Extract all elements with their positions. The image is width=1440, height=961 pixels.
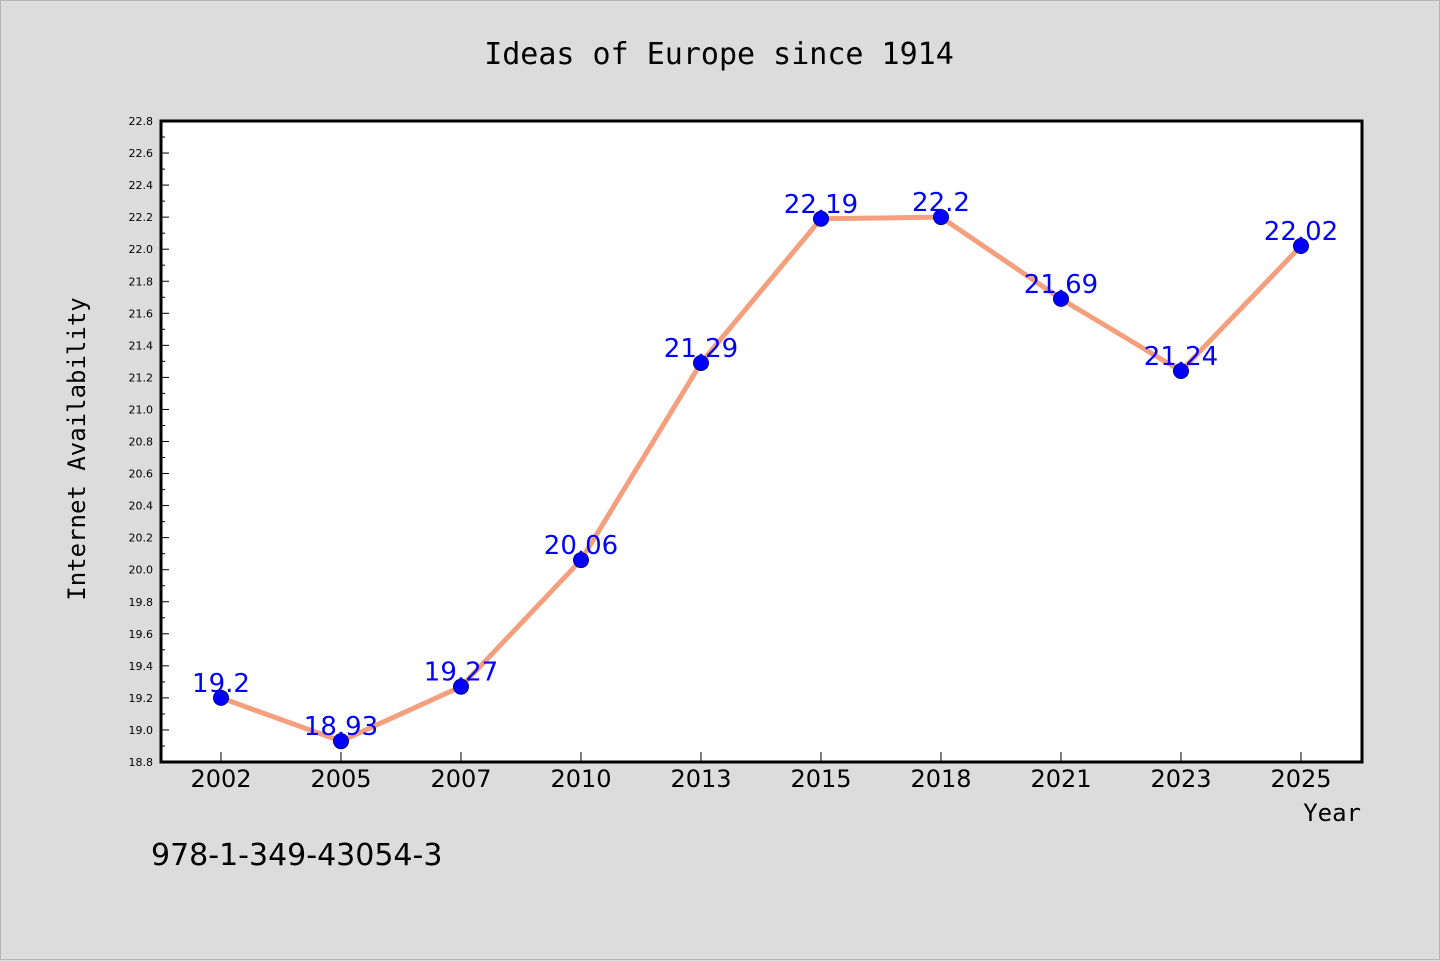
data-label: 22.2 bbox=[912, 188, 970, 218]
y-tick-label: 22.8 bbox=[129, 115, 154, 128]
x-tick-label: 2021 bbox=[1030, 765, 1091, 793]
y-tick-label: 20.6 bbox=[129, 468, 154, 481]
series-line bbox=[220, 214, 1303, 744]
x-axis-label: Year bbox=[1303, 799, 1361, 827]
data-point bbox=[1053, 290, 1069, 307]
data-point bbox=[1293, 237, 1309, 254]
data-point bbox=[453, 678, 469, 695]
y-tick-label: 19.6 bbox=[129, 628, 154, 641]
x-tick-label: 2002 bbox=[190, 765, 251, 793]
x-tick-label: 2007 bbox=[430, 765, 491, 793]
y-tick-label: 21.0 bbox=[129, 403, 154, 416]
y-tick-label: 18.8 bbox=[129, 756, 154, 769]
data-label: 21.24 bbox=[1144, 342, 1218, 372]
x-tick-label: 2010 bbox=[550, 765, 611, 793]
y-tick-label: 21.8 bbox=[129, 275, 154, 288]
y-tick-label: 22.6 bbox=[129, 147, 154, 160]
y-tick-label: 22.4 bbox=[129, 179, 154, 192]
y-tick-label: 22.2 bbox=[129, 211, 154, 224]
y-tick-label: 19.8 bbox=[129, 596, 154, 609]
data-label: 20.06 bbox=[544, 531, 618, 561]
y-tick-label: 22.0 bbox=[129, 243, 154, 256]
data-point bbox=[933, 209, 949, 226]
data-label: 22.02 bbox=[1264, 217, 1338, 247]
y-tick-label: 19.4 bbox=[129, 660, 154, 673]
data-label: 22.19 bbox=[784, 190, 858, 220]
x-tick-label: 2023 bbox=[1150, 765, 1211, 793]
x-tick-label: 2013 bbox=[670, 765, 731, 793]
isbn-text: 978-1-349-43054-3 bbox=[151, 838, 442, 873]
y-tick-label: 20.8 bbox=[129, 436, 154, 449]
plot-area bbox=[159, 119, 1364, 764]
data-label: 21.69 bbox=[1024, 270, 1098, 300]
data-label: 19.2 bbox=[192, 669, 250, 699]
y-tick-label: 21.6 bbox=[129, 307, 154, 320]
x-tick-label: 2005 bbox=[310, 765, 371, 793]
data-point bbox=[573, 552, 589, 569]
y-tick-label: 19.0 bbox=[129, 724, 154, 737]
data-point bbox=[693, 354, 709, 371]
y-tick-label: 20.0 bbox=[129, 564, 154, 577]
x-tick-label: 2025 bbox=[1270, 765, 1331, 793]
data-point bbox=[1173, 362, 1189, 379]
data-point bbox=[333, 733, 349, 750]
y-tick-label: 20.4 bbox=[129, 500, 154, 513]
data-label: 19.27 bbox=[424, 658, 498, 688]
data-point bbox=[813, 210, 829, 227]
data-label: 21.29 bbox=[664, 334, 738, 364]
x-tick-label: 2015 bbox=[790, 765, 851, 793]
y-tick-label: 21.2 bbox=[129, 371, 154, 384]
y-axis-label: Internet Availability bbox=[63, 297, 91, 600]
data-label: 18.93 bbox=[304, 712, 378, 742]
chart-title: Ideas of Europe since 1914 bbox=[484, 37, 954, 72]
y-tick-label: 19.2 bbox=[129, 692, 154, 705]
y-tick-label: 20.2 bbox=[129, 532, 154, 545]
y-tick-label: 21.4 bbox=[129, 339, 154, 352]
x-tick-label: 2018 bbox=[910, 765, 971, 793]
data-point bbox=[213, 689, 229, 706]
